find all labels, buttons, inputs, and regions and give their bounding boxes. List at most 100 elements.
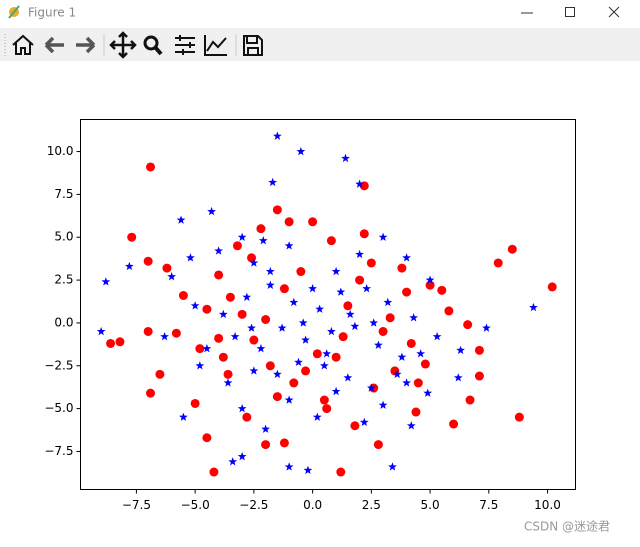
x-tick-label: 7.5 — [479, 498, 498, 512]
point — [449, 419, 459, 429]
y-tick-label: 7.5 — [54, 187, 73, 201]
point — [214, 270, 224, 280]
x-tick-label: 2.5 — [362, 498, 381, 512]
point — [296, 267, 306, 277]
save-button[interactable] — [243, 35, 263, 56]
point — [190, 301, 200, 310]
y-tick-label: −7.5 — [44, 444, 73, 458]
point — [237, 232, 247, 241]
point — [155, 369, 165, 379]
point — [397, 352, 407, 361]
watermark: CSDN @迷途君 — [524, 519, 610, 534]
point — [202, 433, 212, 443]
point — [115, 337, 125, 347]
point — [96, 326, 106, 336]
point — [456, 345, 465, 355]
point — [207, 206, 216, 216]
point — [416, 349, 426, 358]
y-tick-label: −2.5 — [44, 358, 73, 372]
point — [294, 357, 303, 367]
forward-button[interactable] — [76, 36, 96, 54]
point — [143, 326, 153, 336]
point — [218, 309, 228, 319]
point — [338, 332, 348, 342]
point — [547, 282, 557, 292]
configure-button[interactable] — [175, 35, 195, 55]
point — [237, 404, 247, 413]
pan-button[interactable] — [109, 31, 137, 59]
point — [465, 395, 475, 405]
point — [237, 309, 247, 319]
point — [249, 335, 259, 345]
y-tick-label: 10.0 — [47, 144, 74, 158]
point — [232, 241, 242, 251]
point — [319, 395, 329, 405]
point — [179, 412, 188, 421]
point — [218, 352, 228, 362]
point — [242, 412, 252, 422]
point — [355, 249, 364, 259]
back-button[interactable] — [44, 36, 64, 54]
title-bar — [0, 0, 640, 28]
point — [261, 424, 270, 433]
window-title: Figure 1 — [28, 6, 76, 20]
point — [230, 332, 240, 341]
point — [237, 452, 247, 461]
point — [343, 373, 353, 382]
point — [272, 392, 282, 402]
point — [385, 313, 395, 323]
point — [265, 266, 275, 276]
point — [369, 318, 379, 327]
point — [378, 400, 388, 409]
point — [143, 256, 153, 266]
edit-button[interactable] — [204, 35, 227, 56]
point — [273, 369, 282, 379]
point — [127, 232, 137, 242]
point — [228, 457, 238, 466]
point — [146, 162, 156, 172]
point — [406, 421, 416, 430]
point — [167, 272, 177, 281]
point — [303, 465, 313, 475]
point — [195, 361, 205, 370]
x-tick-label: 10.0 — [534, 498, 561, 512]
point — [298, 318, 308, 327]
point — [301, 366, 311, 376]
point — [507, 244, 517, 254]
point — [186, 253, 195, 262]
point — [514, 412, 524, 422]
point — [242, 292, 252, 301]
point — [437, 285, 447, 295]
point — [256, 224, 266, 234]
point — [101, 277, 111, 286]
point — [366, 258, 376, 268]
point — [124, 261, 134, 271]
home-button[interactable] — [12, 34, 34, 55]
point — [247, 323, 256, 332]
point — [425, 280, 435, 290]
point — [296, 146, 306, 156]
point — [106, 338, 116, 348]
point — [284, 241, 294, 250]
point — [366, 383, 376, 392]
zoom-button[interactable] — [143, 35, 163, 56]
point — [463, 320, 473, 330]
point — [402, 378, 411, 387]
point — [355, 179, 364, 188]
point — [474, 345, 484, 355]
maximize-button[interactable] — [565, 7, 575, 17]
point — [343, 301, 353, 311]
point — [209, 467, 219, 477]
point — [261, 314, 271, 324]
point — [225, 292, 235, 302]
point — [284, 217, 294, 227]
close-button[interactable] — [608, 6, 620, 18]
point — [223, 369, 233, 379]
point — [265, 361, 275, 371]
point — [214, 246, 224, 255]
point — [268, 177, 278, 187]
point — [171, 328, 181, 338]
point — [420, 359, 430, 369]
point — [383, 297, 393, 307]
